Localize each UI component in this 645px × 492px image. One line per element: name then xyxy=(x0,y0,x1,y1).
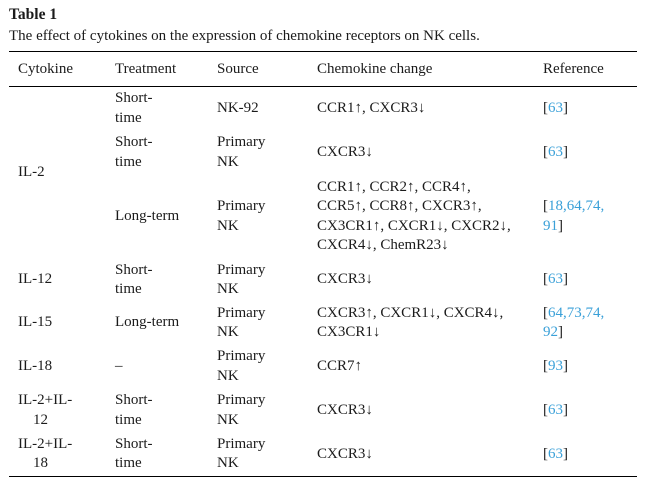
cell-reference: [63] xyxy=(543,131,637,175)
table-row: IL-18 – Primary NK CCR7↑ [93] xyxy=(9,345,637,389)
cell-chemokine-change: CXCR3↑, CXCR1↓, CXCR4↓, CX3CR1↓ xyxy=(317,304,504,341)
table-caption-title: Table 1 xyxy=(9,6,58,23)
table-row: IL-2 Short- time NK-92 CCR1↑, CXCR3↓ [63… xyxy=(9,87,637,180)
cell-reference: [63] xyxy=(543,87,637,131)
citation-link[interactable]: 63 xyxy=(548,100,563,116)
cell-source: Primary NK xyxy=(217,134,266,170)
column-header-treatment: Treatment xyxy=(115,60,177,77)
bracket-close: ] xyxy=(563,357,568,374)
column-header-source: Source xyxy=(217,60,259,77)
citation-link[interactable]: 64,73,74, 92 xyxy=(543,304,605,341)
cell-treatment: Long-term xyxy=(115,207,180,224)
bracket-close: ] xyxy=(563,143,568,160)
citation-link[interactable]: 63 xyxy=(548,445,563,462)
column-header-cytokine: Cytokine xyxy=(18,60,73,77)
cell-chemokine-change: CXCR3↓ xyxy=(317,271,373,288)
cell-source: Primary NK xyxy=(217,304,266,341)
citation-link[interactable]: 93 xyxy=(548,357,563,374)
cell-reference: [18,64,74, 91] xyxy=(543,175,637,259)
cell-cytokine: IL-2 xyxy=(18,164,45,180)
cell-treatment: Short- time xyxy=(115,90,153,126)
table-row: IL-2+IL- 18 Short- time Primary NK CXCR3… xyxy=(9,433,637,477)
cell-reference: [93] xyxy=(543,345,637,389)
cell-treatment: Short- time xyxy=(115,134,153,170)
cell-reference: [64,73,74, 92] xyxy=(543,302,637,345)
table-row: IL-15 Long-term Primary NK CXCR3↑, CXCR1… xyxy=(9,302,637,345)
cell-source: Primary NK xyxy=(217,392,266,428)
bracket-open: [ xyxy=(543,271,548,288)
table-caption-description: The effect of cytokines on the expressio… xyxy=(9,28,480,44)
table-body: IL-2 Short- time NK-92 CCR1↑, CXCR3↓ [63… xyxy=(9,87,637,477)
cell-chemokine-change: CCR1↑, CXCR3↓ xyxy=(317,100,426,116)
bracket-open: [ xyxy=(543,445,548,462)
bracket-close: ] xyxy=(563,445,568,462)
cell-cytokine: IL-15 xyxy=(18,314,53,331)
header-row: Cytokine Treatment Source Chemokine chan… xyxy=(9,52,637,87)
cell-chemokine-change: CXCR3↓ xyxy=(317,445,373,462)
cell-source: Primary NK xyxy=(217,435,266,472)
table-header: Cytokine Treatment Source Chemokine chan… xyxy=(9,52,637,87)
bracket-open: [ xyxy=(543,401,548,418)
cell-source: Primary NK xyxy=(217,348,266,384)
cell-treatment: – xyxy=(115,357,123,374)
cytokine-chemokine-table: Cytokine Treatment Source Chemokine chan… xyxy=(9,51,637,477)
cell-source: Primary NK xyxy=(217,261,266,298)
column-header-reference: Reference xyxy=(543,60,604,77)
bracket-open: [ xyxy=(543,100,548,116)
cell-reference: [63] xyxy=(543,433,637,477)
bracket-open: [ xyxy=(543,304,548,321)
column-header-chemokine-change: Chemokine change xyxy=(317,60,433,77)
cell-treatment: Short- time xyxy=(115,392,153,428)
citation-link[interactable]: 63 xyxy=(548,401,563,418)
bracket-open: [ xyxy=(543,143,548,160)
table-row: Long-term Primary NK CCR1↑, CCR2↑, CCR4↑… xyxy=(9,175,637,259)
table-row: IL-12 Short- time Primary NK CXCR3↓ [63] xyxy=(9,259,637,302)
citation-link[interactable]: 63 xyxy=(548,271,563,288)
cell-treatment: Short- time xyxy=(115,261,153,298)
citation-link[interactable]: 18,64,74, 91 xyxy=(543,198,605,234)
bracket-close: ] xyxy=(558,324,563,340)
cell-cytokine: IL-18 xyxy=(18,357,53,374)
bracket-open: [ xyxy=(543,357,548,374)
table-row: Short- time Primary NK CXCR3↓ [63] xyxy=(9,131,637,175)
bracket-close: ] xyxy=(563,271,568,288)
bracket-close: ] xyxy=(563,100,568,116)
table-row: IL-2+IL- 12 Short- time Primary NK CXCR3… xyxy=(9,389,637,433)
citation-link[interactable]: 63 xyxy=(548,143,563,160)
cell-chemokine-change: CXCR3↓ xyxy=(317,401,373,418)
cell-reference: [63] xyxy=(543,389,637,433)
cell-chemokine-change: CCR1↑, CCR2↑, CCR4↑, CCR5↑, CCR8↑, CXCR3… xyxy=(317,178,511,254)
bracket-close: ] xyxy=(558,217,563,234)
bracket-close: ] xyxy=(563,401,568,418)
cell-chemokine-change: CXCR3↓ xyxy=(317,143,373,160)
cell-cytokine: IL-2+IL- 12 xyxy=(18,392,73,428)
cell-reference: [63] xyxy=(543,259,637,302)
cell-source: Primary NK xyxy=(217,198,266,234)
cell-cytokine: IL-12 xyxy=(18,271,53,288)
bracket-open: [ xyxy=(543,198,548,214)
cell-treatment: Long-term xyxy=(115,314,180,331)
cell-cytokine: IL-2+IL- 18 xyxy=(18,435,73,472)
cell-chemokine-change: CCR7↑ xyxy=(317,357,363,374)
cell-treatment: Short- time xyxy=(115,435,153,472)
cell-source: NK-92 xyxy=(217,100,259,116)
